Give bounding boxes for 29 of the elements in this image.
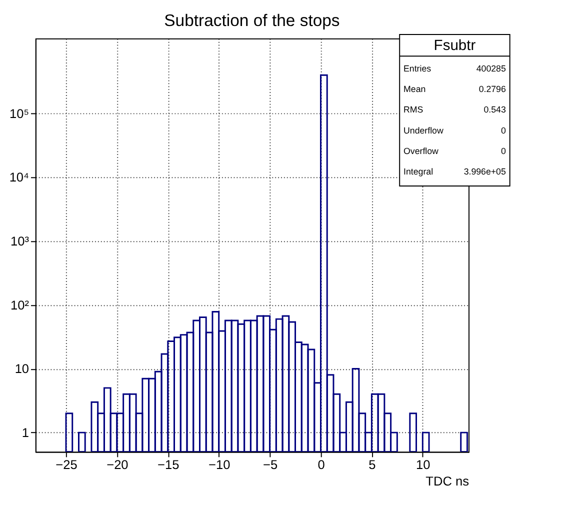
x-tick-label: 5 xyxy=(368,456,376,472)
y-tick-label: 10 xyxy=(14,361,30,376)
y-tick-label: 10² xyxy=(10,297,30,312)
annotation: Overflow xyxy=(404,146,440,156)
y-tick-label: 10³ xyxy=(10,234,30,249)
annotation: Mean xyxy=(404,84,426,94)
text: 0.543 xyxy=(484,104,506,115)
x-tick-label: −5 xyxy=(263,456,278,472)
x-tick-label: 0 xyxy=(318,456,325,472)
x-tick-label: −20 xyxy=(106,456,128,472)
x-tick-label: −25 xyxy=(56,456,78,472)
x-tick-label: −15 xyxy=(158,456,180,472)
text: 0 xyxy=(500,125,506,136)
annotation: Fsubtr xyxy=(434,38,476,54)
annotation: Underflow xyxy=(404,125,444,136)
text: 0 xyxy=(500,146,506,156)
y-tick-label: 10⁵ xyxy=(10,106,30,121)
x-axis-title: TDC ns xyxy=(426,474,469,489)
annotation: 3.996e+05 xyxy=(464,166,506,177)
text: 400285 xyxy=(476,63,506,74)
annotation: Entries xyxy=(404,63,432,74)
x-tick-label: −10 xyxy=(208,456,230,472)
annotation: RMS xyxy=(404,104,424,115)
x-tick-label: 10 xyxy=(416,456,430,472)
y-tick-label: 10⁴ xyxy=(9,170,30,185)
annotation: Integral xyxy=(404,166,434,177)
text: 0.2796 xyxy=(478,84,506,94)
chart-title: Subtraction of the stops xyxy=(164,11,340,30)
y-tick-label: 1 xyxy=(22,424,30,440)
